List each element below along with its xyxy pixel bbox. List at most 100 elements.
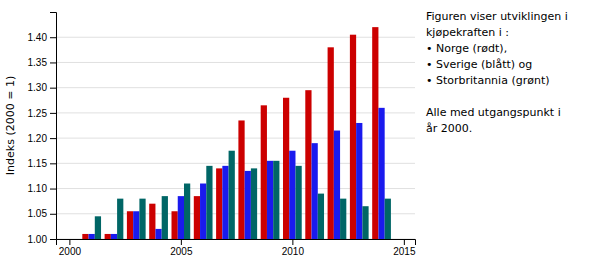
y-tick-mark bbox=[50, 37, 56, 38]
y-tick-label: 1.20 bbox=[28, 133, 48, 144]
x-tick: 2015 bbox=[393, 239, 416, 257]
y-tick-mark bbox=[50, 88, 56, 89]
y-tick-label: 1.10 bbox=[28, 183, 48, 194]
y-tick-label: 1.05 bbox=[28, 208, 48, 219]
bar bbox=[117, 199, 123, 239]
bar bbox=[334, 131, 340, 239]
x-tick-mark bbox=[181, 239, 182, 245]
bar bbox=[89, 234, 95, 239]
bar bbox=[350, 35, 356, 239]
bar-series bbox=[95, 151, 391, 239]
y-tick: 1.00 bbox=[28, 234, 56, 245]
bar bbox=[95, 216, 101, 239]
bar bbox=[162, 196, 168, 239]
bar bbox=[318, 194, 324, 239]
x-tick-mark bbox=[292, 239, 293, 245]
x-tick-mark bbox=[404, 239, 405, 245]
bar bbox=[105, 234, 111, 239]
bar bbox=[194, 196, 200, 239]
bar bbox=[245, 171, 251, 239]
bar bbox=[229, 151, 235, 239]
bar-series bbox=[82, 27, 378, 239]
x-tick: 2010 bbox=[282, 239, 305, 257]
y-tick-label: 1.25 bbox=[28, 108, 48, 119]
bars bbox=[82, 27, 391, 239]
bar bbox=[356, 123, 362, 239]
annotation-line: Figuren viser utviklingen i bbox=[426, 10, 568, 23]
bar bbox=[305, 90, 311, 239]
y-tick: 1.30 bbox=[28, 82, 56, 93]
y-tick: 1.35 bbox=[28, 57, 56, 68]
y-tick-mark bbox=[50, 163, 56, 164]
y-tick-label: 1.35 bbox=[28, 57, 48, 68]
bar bbox=[295, 166, 301, 239]
bar bbox=[283, 98, 289, 239]
y-tick: 1.10 bbox=[28, 183, 56, 194]
bar bbox=[273, 161, 279, 239]
bar bbox=[289, 151, 295, 239]
grid-line bbox=[56, 112, 415, 113]
y-tick: 1.20 bbox=[28, 133, 56, 144]
x-tick-label: 2015 bbox=[393, 246, 416, 257]
x-tick-mark bbox=[69, 239, 70, 245]
y-axis: 1.00 1.05 1.10 1.15 1.20 1.25 1.30 1.35 1.40 bbox=[28, 13, 57, 245]
y-tick: 1.05 bbox=[28, 208, 56, 219]
y-tick-mark bbox=[50, 138, 56, 139]
x-axis: 2000 2005 2010 2015 bbox=[57, 239, 416, 257]
bar bbox=[111, 234, 117, 239]
bar bbox=[200, 184, 206, 239]
y-tick-mark bbox=[50, 113, 56, 114]
chart: 2000 2005 2010 2015 1.00 1.05 1.10 1.15 1.20 1.25… bbox=[0, 0, 600, 265]
bar bbox=[328, 47, 334, 239]
bar bbox=[340, 199, 346, 239]
bar bbox=[267, 161, 273, 239]
grid-line bbox=[56, 87, 415, 88]
x-tick-label: 2000 bbox=[59, 246, 82, 257]
bar-series bbox=[89, 108, 385, 239]
y-tick-label: 1.15 bbox=[28, 158, 48, 169]
bar bbox=[251, 168, 257, 239]
grid bbox=[56, 37, 415, 239]
y-tick: 1.15 bbox=[28, 158, 56, 169]
bar bbox=[82, 234, 88, 239]
y-tick-mark bbox=[50, 189, 56, 190]
annotation-line: år 2000. bbox=[426, 122, 472, 135]
bar bbox=[372, 27, 378, 239]
annotation-line: • Sverige (blått) og bbox=[426, 58, 532, 71]
bar bbox=[184, 184, 190, 239]
x-tick: 2000 bbox=[59, 239, 82, 257]
y-tick-label: 1.40 bbox=[28, 32, 48, 43]
bar bbox=[172, 211, 178, 239]
bar bbox=[378, 108, 384, 239]
y-tick-mark bbox=[50, 239, 56, 240]
annotation: Figuren viser utviklingen i kjøpekraften … bbox=[426, 10, 568, 135]
bar bbox=[312, 143, 318, 239]
grid-line bbox=[56, 62, 415, 63]
y-tick-mark bbox=[50, 62, 56, 63]
annotation-line: • Storbritannia (grønt) bbox=[426, 74, 550, 87]
y-label: Indeks (2000 = 1) bbox=[4, 76, 17, 175]
bar bbox=[206, 166, 212, 239]
y-tick: 1.25 bbox=[28, 108, 56, 119]
bar bbox=[155, 229, 161, 239]
bar bbox=[362, 206, 368, 239]
bar bbox=[139, 199, 145, 239]
bar bbox=[127, 211, 133, 239]
grid-line bbox=[56, 37, 415, 38]
x-tick-label: 2005 bbox=[170, 246, 193, 257]
plot: 2000 2005 2010 2015 1.00 1.05 1.10 1.15 1.20 1.25… bbox=[4, 13, 416, 258]
annotation-line: Alle med utgangspunkt i bbox=[426, 106, 561, 119]
y-axis-line bbox=[50, 13, 57, 240]
bar bbox=[216, 168, 222, 239]
y-tick-mark bbox=[50, 214, 56, 215]
annotation-line: kjøpekraften i : bbox=[426, 26, 509, 39]
bar bbox=[222, 166, 228, 239]
y-tick-label: 1.30 bbox=[28, 82, 48, 93]
x-tick: 2005 bbox=[170, 239, 193, 257]
y-tick-label: 1.00 bbox=[28, 234, 48, 245]
bar bbox=[178, 196, 184, 239]
bar bbox=[133, 211, 139, 239]
x-axis-line bbox=[57, 240, 416, 246]
bar bbox=[238, 120, 244, 239]
x-tick-label: 2010 bbox=[282, 246, 305, 257]
